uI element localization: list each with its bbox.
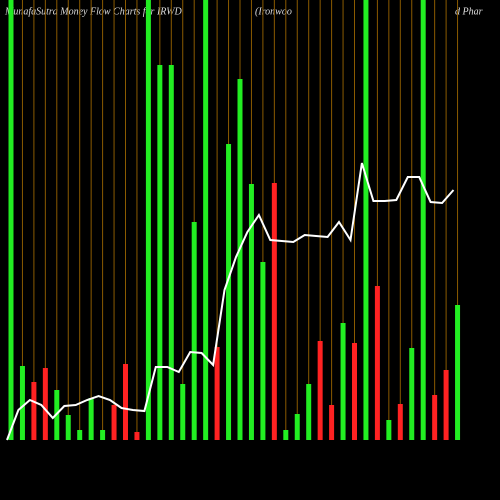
bar	[214, 347, 220, 440]
bar	[157, 65, 163, 440]
bar	[31, 382, 37, 440]
bar	[443, 370, 449, 440]
bar	[432, 395, 438, 440]
bar	[260, 262, 266, 440]
bar	[168, 65, 174, 440]
bar	[145, 0, 151, 440]
bar	[237, 79, 243, 440]
bar	[248, 184, 254, 440]
bar	[306, 384, 312, 440]
bar	[409, 348, 415, 440]
bar	[420, 0, 426, 440]
bar	[191, 222, 197, 440]
bar	[374, 286, 380, 440]
bar	[203, 0, 209, 440]
bar	[455, 305, 461, 440]
bar	[317, 341, 323, 440]
bar	[123, 364, 128, 440]
money-flow-line	[6, 162, 455, 441]
bar	[100, 430, 106, 440]
bar	[363, 0, 369, 440]
bar	[19, 366, 25, 440]
bar	[134, 432, 140, 440]
bar	[397, 404, 403, 440]
bar	[8, 0, 14, 440]
chart-title-part: (Ironwoo	[255, 6, 292, 17]
bar	[77, 430, 83, 440]
bar	[226, 144, 232, 440]
bar	[340, 323, 346, 440]
bar	[386, 420, 392, 440]
chart-title: MunafaSutra Money Flow Charts for IRWD	[4, 6, 183, 17]
bar	[352, 343, 357, 440]
bar	[180, 384, 186, 440]
bar	[283, 430, 289, 440]
bar	[42, 368, 48, 440]
bar	[329, 405, 335, 440]
bar	[271, 183, 277, 440]
bar	[111, 405, 117, 440]
chart-title-part: d Phar	[455, 6, 483, 17]
bar	[65, 415, 71, 440]
bar	[88, 398, 94, 440]
bar	[294, 414, 300, 440]
